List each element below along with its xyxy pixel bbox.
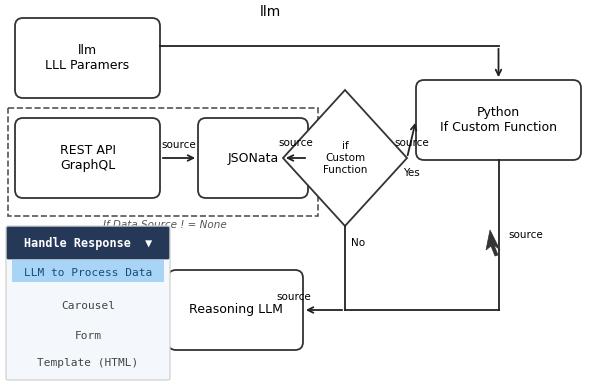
Text: llm: llm xyxy=(260,5,280,19)
FancyBboxPatch shape xyxy=(7,227,169,259)
FancyBboxPatch shape xyxy=(15,118,160,198)
Text: Yes: Yes xyxy=(403,168,420,178)
Polygon shape xyxy=(283,90,407,226)
Text: Python
If Custom Function: Python If Custom Function xyxy=(440,106,557,134)
FancyBboxPatch shape xyxy=(12,260,164,282)
Text: source: source xyxy=(394,138,429,148)
Text: LLM to Process Data: LLM to Process Data xyxy=(24,268,152,278)
FancyBboxPatch shape xyxy=(15,18,160,98)
Text: Template (HTML): Template (HTML) xyxy=(37,358,139,368)
Polygon shape xyxy=(486,230,500,256)
FancyBboxPatch shape xyxy=(416,80,581,160)
Text: source: source xyxy=(161,140,196,150)
Text: source: source xyxy=(277,292,312,302)
Text: No: No xyxy=(351,238,365,248)
Text: If Data Source ! = None: If Data Source ! = None xyxy=(103,220,227,230)
Text: llm
LLL Paramers: llm LLL Paramers xyxy=(45,44,130,72)
FancyBboxPatch shape xyxy=(198,118,308,198)
Text: Handle Response  ▼: Handle Response ▼ xyxy=(24,236,152,249)
Text: Reasoning LLM: Reasoning LLM xyxy=(188,303,282,316)
Text: Form: Form xyxy=(75,331,102,341)
FancyBboxPatch shape xyxy=(168,270,303,350)
Text: Carousel: Carousel xyxy=(61,301,115,311)
FancyBboxPatch shape xyxy=(6,226,170,380)
Text: if
Custom
Function: if Custom Function xyxy=(323,142,367,174)
Text: source: source xyxy=(508,230,543,240)
Text: source: source xyxy=(278,138,313,148)
Text: JSONata: JSONata xyxy=(227,151,279,165)
Text: REST API
GraphQL: REST API GraphQL xyxy=(59,144,115,172)
